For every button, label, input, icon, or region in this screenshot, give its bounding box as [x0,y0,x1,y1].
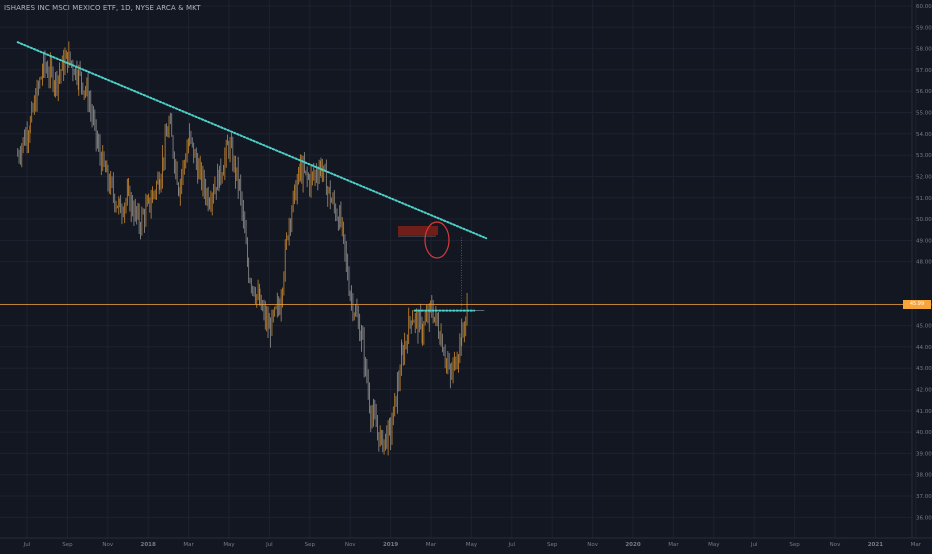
y-tick-label: 53.00 [916,153,932,159]
y-tick-label: 59.00 [916,25,932,31]
x-tick-label: Mar [426,542,437,548]
y-tick-label: 56.00 [916,89,932,95]
x-tick-label: Mar [668,542,679,548]
x-tick-label: Sep [547,542,558,548]
current-price-tag: 45.99 [903,299,931,309]
y-tick-label: 39.00 [916,451,932,457]
current-price-label: 45.99 [909,300,925,307]
x-tick-label: May [466,542,478,548]
x-tick-label: Jul [507,542,515,548]
y-tick-label: 43.00 [916,366,932,372]
y-tick-label: 42.00 [916,388,932,394]
y-tick-label: 45.00 [916,324,932,330]
x-tick-label: May [708,542,720,548]
x-tick-label: Mar [183,542,194,548]
y-tick-label: 60.00 [916,4,932,10]
x-tick-label: May [223,542,235,548]
x-tick-label: Nov [830,542,841,548]
y-tick-label: 57.00 [916,68,932,74]
x-tick-label: Nov [102,542,113,548]
y-tick-label: 51.00 [916,196,932,202]
x-tick-label: Jul [23,542,31,548]
descending-trendline [16,41,488,240]
x-tick-label: 2019 [383,542,398,548]
y-tick-label: 37.00 [916,494,932,500]
y-tick-label: 40.00 [916,430,932,436]
projection-box [398,226,438,235]
x-tick-label: Jul [750,542,758,548]
y-tick-label: 44.00 [916,345,932,351]
y-tick-label: 54.00 [916,132,932,138]
x-tick-label: 2021 [868,542,883,548]
x-tick-label: Jul [265,542,273,548]
x-tick-label: Nov [345,542,356,548]
y-tick-label: 58.00 [916,47,932,53]
y-tick-label: 55.00 [916,111,932,117]
y-tick-label: 38.00 [916,473,932,479]
y-tick-label: 36.00 [916,515,932,521]
y-tick-label: 48.00 [916,260,932,266]
y-tick-label: 50.00 [916,217,932,223]
highlight-circle [424,221,450,259]
x-tick-label: Mar [911,542,922,548]
x-tick-label: Sep [305,542,316,548]
x-tick-label: 2020 [625,542,640,548]
y-tick-label: 41.00 [916,409,932,415]
chart-title: ISHARES INC MSCI MEXICO ETF, 1D, NYSE AR… [4,4,201,12]
x-tick-label: Nov [587,542,598,548]
y-tick-label: 49.00 [916,238,932,244]
x-tick-label: Sep [62,542,73,548]
x-tick-label: 2018 [141,542,156,548]
x-tick-label: Sep [789,542,800,548]
y-tick-label: 52.00 [916,174,932,180]
